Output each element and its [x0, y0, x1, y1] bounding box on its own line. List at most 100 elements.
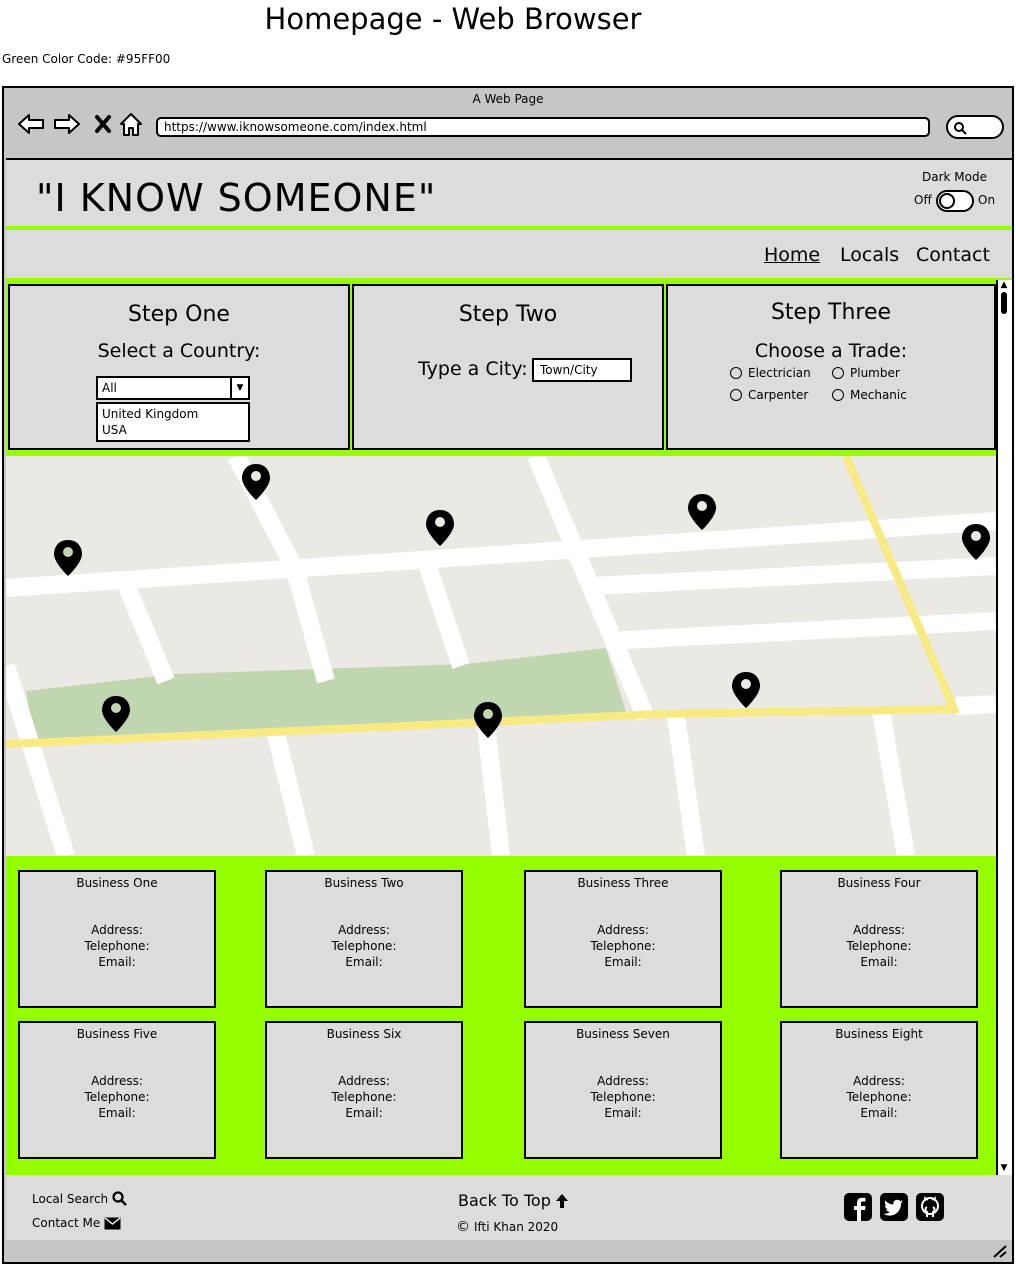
navbar: Home Locals Contact — [6, 230, 1012, 278]
stop-button[interactable] — [88, 110, 118, 138]
main-content: Step One Select a Country: All ▼ United … — [6, 280, 996, 1175]
radio-circle — [832, 389, 844, 401]
step-three-label: Choose a Trade: — [754, 340, 908, 362]
telephone-label: Telephone: — [590, 1090, 656, 1104]
email-label: Email: — [604, 955, 642, 969]
nav-locals-link[interactable]: Locals — [840, 244, 900, 266]
forward-button[interactable] — [52, 110, 82, 138]
scroll-thumb[interactable] — [1001, 292, 1007, 314]
map-pin-icon[interactable] — [242, 464, 270, 500]
dark-mode-on-label: On — [978, 193, 996, 207]
trade-label: Mechanic — [850, 388, 907, 402]
window-title: A Web Page — [472, 92, 544, 106]
business-card[interactable]: Business Eight Address: Telephone: Email… — [780, 1021, 978, 1159]
scroll-down-arrow[interactable]: ▼ — [1000, 1163, 1008, 1173]
trade-radio-mechanic[interactable]: Mechanic — [832, 388, 907, 402]
address-label: Address: — [597, 923, 649, 937]
page-viewport: "I KNOW SOMEONE" Dark Mode Off On Home L… — [6, 158, 1012, 1240]
url-input[interactable]: https://www.iknowsomeone.com/index.html — [156, 117, 930, 137]
trade-radio-electrician[interactable]: Electrician — [730, 366, 811, 380]
map-pin-icon[interactable] — [102, 696, 130, 732]
country-option[interactable]: USA — [102, 423, 127, 437]
envelope-icon — [104, 1216, 121, 1229]
back-to-top-label: Back To Top — [458, 1191, 551, 1210]
dark-mode-toggle[interactable] — [936, 190, 974, 212]
map-pin-icon[interactable] — [54, 540, 82, 576]
telephone-label: Telephone: — [590, 939, 656, 953]
browser-window: A Web Page https://www.iknowsomeone.com/… — [2, 86, 1014, 1264]
business-card[interactable]: Business Two Address: Telephone: Email: — [265, 870, 463, 1008]
step-two-title: Step Two — [458, 302, 558, 327]
trade-radio-plumber[interactable]: Plumber — [832, 366, 900, 380]
business-card[interactable]: Business Five Address: Telephone: Email: — [18, 1021, 216, 1159]
step-two-panel: Step Two Type a City: Town/City — [352, 284, 664, 450]
business-card[interactable]: Business Seven Address: Telephone: Email… — [524, 1021, 722, 1159]
browser-search-box[interactable] — [946, 115, 1004, 139]
email-label: Email: — [345, 955, 383, 969]
scrollbar[interactable]: ▲ ▼ — [996, 280, 1012, 1175]
scroll-up-arrow[interactable]: ▲ — [1000, 280, 1008, 290]
business-name: Business Seven — [576, 1027, 670, 1041]
search-icon — [954, 122, 967, 135]
map-pin-icon[interactable] — [474, 702, 502, 738]
address-label: Address: — [853, 923, 905, 937]
business-name: Business One — [76, 876, 158, 890]
country-option[interactable]: United Kingdom — [102, 407, 199, 421]
business-card[interactable]: Business Three Address: Telephone: Email… — [524, 870, 722, 1008]
toggle-knob — [939, 193, 955, 209]
business-card[interactable]: Business Four Address: Telephone: Email: — [780, 870, 978, 1008]
address-label: Address: — [853, 1074, 905, 1088]
business-details: Address: Telephone: Email: — [782, 1073, 976, 1121]
trade-label: Plumber — [850, 366, 900, 380]
map-pin-icon[interactable] — [962, 524, 990, 560]
telephone-label: Telephone: — [331, 939, 397, 953]
github-icon[interactable] — [916, 1193, 944, 1221]
nav-contact-link[interactable]: Contact — [916, 244, 990, 266]
business-details: Address: Telephone: Email: — [267, 922, 461, 970]
local-search-link[interactable]: Local Search — [32, 1191, 128, 1206]
map-pin-icon[interactable] — [688, 494, 716, 530]
country-dropdown: United Kingdom USA — [96, 402, 250, 442]
home-button[interactable] — [116, 110, 146, 138]
twitter-icon[interactable] — [880, 1193, 908, 1221]
country-select[interactable]: All ▼ — [96, 376, 250, 400]
telephone-label: Telephone: — [84, 939, 150, 953]
chevron-down-icon[interactable]: ▼ — [230, 378, 248, 398]
step-one-title: Step One — [128, 302, 230, 327]
dark-mode-label: Dark Mode — [922, 170, 987, 184]
business-details: Address: Telephone: Email: — [20, 922, 214, 970]
email-label: Email: — [860, 955, 898, 969]
business-details: Address: Telephone: Email: — [526, 922, 720, 970]
address-label: Address: — [91, 923, 143, 937]
business-card[interactable]: Business Six Address: Telephone: Email: — [265, 1021, 463, 1159]
step-three-panel: Step Three Choose a Trade: Electrician P… — [666, 284, 996, 450]
back-button[interactable] — [16, 110, 46, 138]
email-label: Email: — [98, 1106, 136, 1120]
search-icon — [112, 1191, 128, 1206]
map[interactable] — [6, 456, 996, 856]
map-pin-icon[interactable] — [732, 672, 760, 708]
business-card[interactable]: Business One Address: Telephone: Email: — [18, 870, 216, 1008]
city-input[interactable]: Town/City — [532, 358, 632, 382]
radio-circle — [832, 367, 844, 379]
back-to-top-link[interactable]: Back To Top — [458, 1191, 569, 1210]
resize-grip-icon[interactable] — [992, 1244, 1008, 1258]
business-name: Business Three — [577, 876, 669, 890]
contact-me-link[interactable]: Contact Me — [32, 1216, 121, 1230]
nav-home-link[interactable]: Home — [764, 244, 821, 266]
country-select-value: All — [102, 381, 117, 395]
step-three-title: Step Three — [770, 300, 892, 325]
forward-icon — [54, 114, 80, 134]
business-name: Business Two — [324, 876, 404, 890]
copyright-icon: © — [456, 1219, 470, 1235]
site-title: "I KNOW SOMEONE" — [36, 176, 437, 220]
facebook-icon[interactable] — [844, 1193, 872, 1221]
business-name: Business Five — [76, 1027, 158, 1041]
arrow-up-icon — [555, 1193, 568, 1208]
local-search-label: Local Search — [32, 1191, 109, 1206]
business-name: Business Eight — [835, 1027, 923, 1041]
copyright: © Ifti Khan 2020 — [456, 1219, 558, 1235]
page-title: Homepage - Web Browser — [264, 2, 642, 36]
map-pin-icon[interactable] — [426, 510, 454, 546]
trade-radio-carpenter[interactable]: Carpenter — [730, 388, 808, 402]
